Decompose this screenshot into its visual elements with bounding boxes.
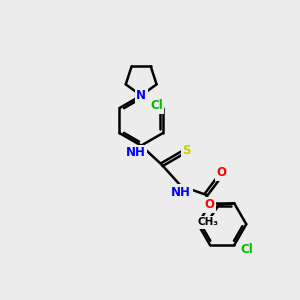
Text: O: O [205,198,215,211]
Text: S: S [183,144,191,158]
Text: NH: NH [171,186,191,199]
Text: CH₃: CH₃ [197,218,218,227]
Text: O: O [217,166,226,179]
Text: NH: NH [126,146,146,159]
Text: Cl: Cl [241,243,254,256]
Text: Cl: Cl [150,99,163,112]
Text: N: N [136,89,146,102]
